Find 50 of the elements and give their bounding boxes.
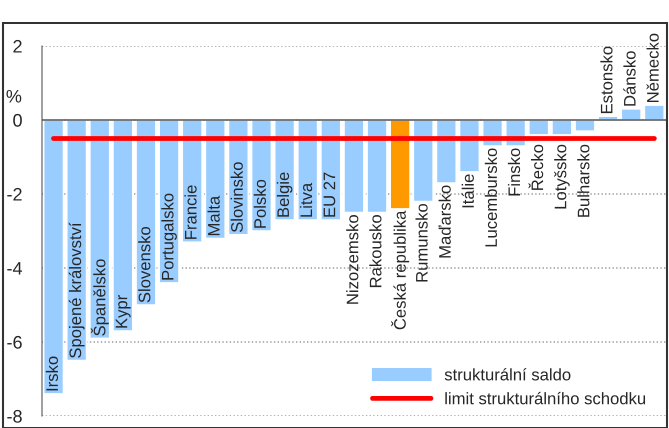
y-tick-label: -4 [7,262,22,275]
bar [43,119,64,394]
x-tick-label: Portugalsko [161,194,177,280]
x-tick-label: Kypr [116,295,131,328]
bar [343,119,364,214]
x-tick-label: Dánsko [623,51,636,106]
x-tick-label: Lucembursko [484,148,498,246]
bar [574,119,596,132]
x-tick-label: Česká republika [391,210,410,330]
bar [112,119,134,332]
bar [551,119,572,136]
y-tick-label: 2 [13,40,22,53]
legend-label: strukturální saldo [444,368,570,381]
bar [366,119,388,214]
y-axis-title: % [6,90,22,103]
bar [135,119,156,306]
x-tick-label: Španělsko [90,259,109,336]
x-tick-label: Spojené království [68,222,85,358]
x-tick-label: Řecko [528,144,544,190]
bar [390,119,411,210]
x-tick-label: EU 27 [323,172,336,217]
x-tick-label: Belgie [276,172,292,217]
x-tick-label: Maďarsko [438,185,451,258]
x-tick-label: Bulharsko [577,144,590,217]
x-tick-label: Polsko [254,180,266,228]
x-tick-label: Itálie [461,174,474,208]
y-tick-label: -6 [7,336,22,349]
bar [528,119,550,136]
bar [89,119,110,339]
x-tick-label: Estonsko [600,46,613,114]
bar [436,119,457,184]
bar [412,119,434,202]
x-tick-label: Nizozemsko [346,215,358,304]
bar [620,108,642,121]
bar [644,104,665,121]
x-tick-label: Slovensko [138,226,150,302]
x-tick-label: Finsko [508,148,520,196]
legend-label: limit strukturálního schodku [445,392,646,404]
x-tick-label: Malta [208,196,220,236]
y-tick-label: 0 [13,114,22,127]
x-tick-label: Německo [646,34,659,102]
x-tick-label: Rumunsko [415,204,428,282]
x-tick-label: Rakousko [369,215,382,288]
x-tick-label: Litva [300,182,312,217]
y-tick-label: -8 [7,410,22,423]
x-tick-label: Irsko [46,356,58,390]
x-tick-label: Lotyšsko [554,144,570,208]
y-tick-label: -2 [7,188,22,201]
x-tick-label: Francie [184,185,197,239]
x-tick-label: Slovinsko [230,162,243,232]
